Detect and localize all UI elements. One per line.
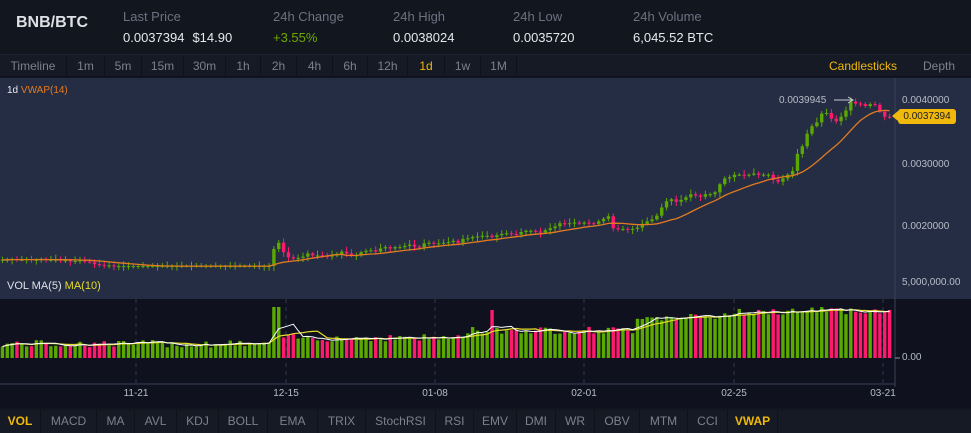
indicator-ema[interactable]: EMA [268, 410, 318, 433]
indicator-avl[interactable]: AVL [135, 410, 177, 433]
timeframe-1w[interactable]: 1w [445, 55, 481, 77]
indicator-vwap[interactable]: VWAP [728, 410, 778, 433]
candlestick-chart[interactable] [0, 78, 971, 408]
last-price-value: 0.0037394 [123, 30, 185, 45]
timeframe-15m[interactable]: 15m [142, 55, 184, 77]
timeframe-1h[interactable]: 1h [226, 55, 261, 77]
indicator-obv[interactable]: OBV [595, 410, 640, 433]
high-marker-label: 0.0039945 [779, 95, 827, 106]
timeframe-timeline[interactable]: Timeline [0, 55, 67, 77]
timeframe-bar: Candlesticks Depth Timeline 1m 5m 15m 30m 1h 2… [0, 55, 971, 77]
timeframe-6h[interactable]: 6h [333, 55, 368, 77]
indicator-stochrsi[interactable]: StochRSI [366, 410, 436, 433]
x-label: 12-15 [273, 388, 299, 399]
x-label: 11-21 [123, 388, 149, 399]
indicator-vol[interactable]: VOL [0, 410, 41, 433]
y-label-0.004: 0.0040000 [902, 95, 950, 106]
indicator-bar: VOL MACD MA AVL KDJ BOLL EMA TRIX StochRSI RSI EMV… [0, 410, 971, 433]
timeframe-5m[interactable]: 5m [105, 55, 142, 77]
stat-value: 6,045.52 BTC [633, 30, 714, 45]
timeframe-12h[interactable]: 12h [368, 55, 408, 77]
legend-interval: 1d [7, 85, 19, 96]
stat-label: 24h Change [273, 9, 344, 24]
indicator-wr[interactable]: WR [556, 410, 595, 433]
x-label: 03-21 [870, 388, 896, 399]
indicator-macd[interactable]: MACD [41, 410, 97, 433]
volume-legend: VOL MA(5) MA(10) [7, 280, 101, 292]
stat-label: 24h Low [513, 9, 563, 24]
indicator-trix[interactable]: TRIX [318, 410, 366, 433]
pair-title: BNB/BTC [16, 14, 88, 31]
timeframe-1m[interactable]: 1M [481, 55, 517, 77]
stat-24h-high: 24h High 0.0038024 [393, 9, 454, 45]
timeframe-4h[interactable]: 4h [297, 55, 333, 77]
indicator-emv[interactable]: EMV [474, 410, 517, 433]
stat-24h-change: 24h Change +3.55% [273, 9, 344, 45]
x-axis [0, 387, 971, 408]
stat-label: 24h Volume [633, 9, 702, 24]
price-panel[interactable] [0, 78, 971, 299]
tab-candlesticks[interactable]: Candlesticks [828, 59, 898, 73]
stat-value: 0.0038024 [393, 30, 455, 45]
volume-header [0, 277, 971, 299]
legend-vol-ma5: VOL MA(5) [7, 280, 62, 292]
y-label-0.002: 0.0020000 [902, 221, 950, 232]
stat-24h-low: 24h Low 0.0035720 [513, 9, 574, 45]
indicator-dmi[interactable]: DMI [517, 410, 556, 433]
last-price-usd: $14.90 [192, 30, 233, 45]
last-price-tag: 0.0037394 [892, 109, 956, 124]
y-label-0.003: 0.0030000 [902, 159, 950, 170]
stat-label: Last Price [123, 9, 181, 24]
x-label: 01-08 [422, 388, 448, 399]
ticker-header: BNB/BTC Last Price 0.0037394 $14.90 24h C… [0, 0, 971, 55]
stat-value: 0.0037394 $14.90 [123, 30, 232, 45]
indicator-kdj[interactable]: KDJ [177, 410, 219, 433]
timeframe-1m[interactable]: 1m [67, 55, 105, 77]
stat-last-price: Last Price 0.0037394 $14.90 [123, 9, 232, 45]
timeframe-30m[interactable]: 30m [184, 55, 226, 77]
chart-legend: 1d VWAP(14) [7, 85, 68, 96]
timeframe-2h[interactable]: 2h [261, 55, 297, 77]
stat-value: 0.0035720 [513, 30, 575, 45]
indicator-mtm[interactable]: MTM [640, 410, 688, 433]
stat-label: 24h High [393, 9, 446, 24]
vol-y-label-max: 5,000,000.00 [902, 277, 961, 288]
indicator-cci[interactable]: CCI [688, 410, 728, 433]
stat-24h-volume: 24h Volume 6,045.52 BTC [633, 9, 713, 45]
legend-vwap: VWAP(14) [20, 85, 68, 96]
legend-ma10: MA(10) [64, 280, 101, 292]
timeframe-1d[interactable]: 1d [408, 55, 445, 77]
indicator-rsi[interactable]: RSI [436, 410, 474, 433]
tab-depth[interactable]: Depth [922, 59, 956, 73]
indicator-boll[interactable]: BOLL [219, 410, 268, 433]
x-label: 02-01 [571, 388, 597, 399]
vol-y-label-zero: 0.00 [902, 352, 922, 363]
stat-value: +3.55% [273, 30, 318, 45]
chart-area[interactable]: 1d VWAP(14) VOL MA(5) MA(10) 0.0040000 0… [0, 78, 971, 408]
x-label: 02-25 [721, 388, 747, 399]
indicator-ma[interactable]: MA [97, 410, 135, 433]
